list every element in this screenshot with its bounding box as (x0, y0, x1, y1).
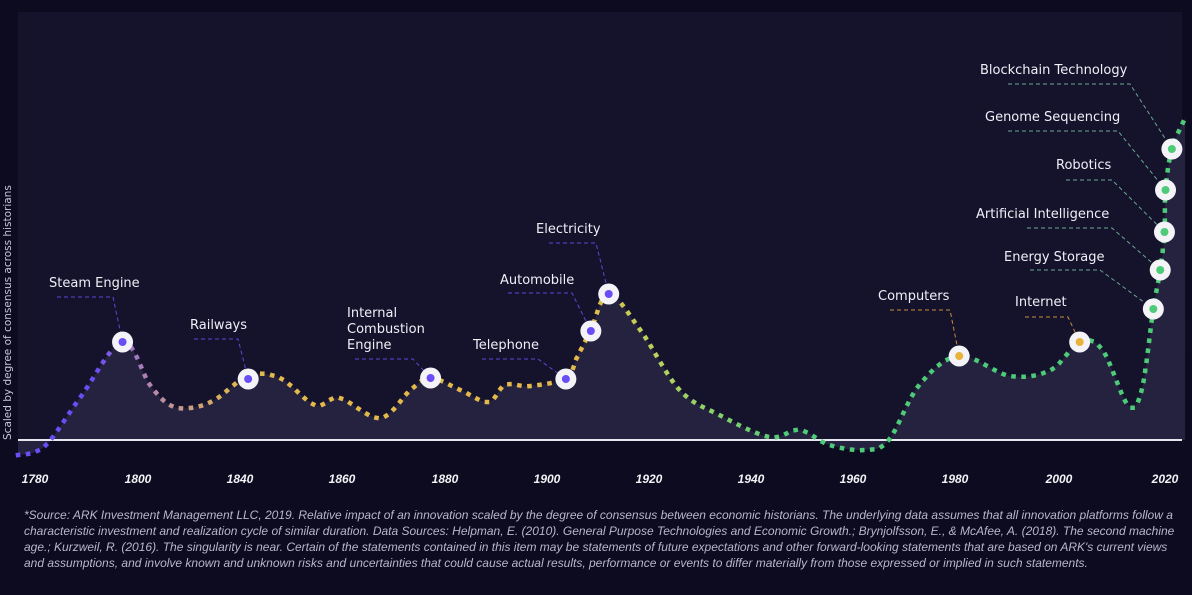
innovation-marker-electricity (598, 283, 620, 305)
x-tick-label: 1920 (636, 472, 663, 486)
innovation-marker-automobile (580, 320, 602, 342)
x-tick-label: 1900 (534, 472, 561, 486)
innovation-marker-genome-sequencing (1155, 179, 1177, 201)
callout-line-internet (1025, 316, 1081, 343)
callout-line-computers (890, 309, 960, 357)
innovation-marker-computers (948, 345, 970, 367)
innovation-marker-energy-storage (1142, 298, 1164, 320)
innovation-label-electricity: Electricity (536, 222, 601, 237)
callout-line-electricity (549, 242, 610, 295)
innovation-marker-robotics (1153, 221, 1175, 243)
innovation-marker-steam-engine (112, 331, 134, 353)
innovation-label-steam-engine: Steam Engine (49, 276, 140, 291)
callout-line-artificial-intelligence (1027, 227, 1161, 271)
innovation-label-telephone: Telephone (472, 338, 539, 353)
innovation-marker-blockchain-technology (1161, 138, 1183, 160)
x-tick-label: 1940 (738, 472, 765, 486)
callout-line-railways (194, 338, 249, 380)
x-tick-label: 2020 (1151, 472, 1179, 486)
innovation-label-artificial-intelligence: Artificial Intelligence (976, 207, 1109, 222)
x-tick-label: 1960 (840, 472, 867, 486)
callout-line-blockchain-technology (1008, 83, 1173, 150)
curve-area-fill (18, 118, 1186, 455)
x-tick-label: 1880 (432, 472, 459, 486)
x-tick-label: 1860 (329, 472, 356, 486)
y-axis-label: Scaled by degree of consensus across his… (2, 185, 14, 440)
callout-line-energy-storage (1030, 269, 1154, 310)
x-tick-label: 1840 (227, 472, 254, 486)
innovation-label-energy-storage: Energy Storage (1004, 250, 1105, 265)
callout-line-genome-sequencing (1008, 130, 1166, 191)
callout-line-robotics (1066, 179, 1165, 233)
innovation-marker-internet (1069, 331, 1091, 353)
innovation-chart: Steam Engine Railways Internal Combustion En… (2, 12, 1189, 486)
innovation-marker-railways (237, 368, 259, 390)
x-tick-label: 2000 (1045, 472, 1073, 486)
innovation-marker-artificial-intelligence (1149, 259, 1171, 281)
callout-line-telephone (482, 358, 567, 380)
callout-line-automobile (508, 292, 592, 332)
callout-line-steam-engine (57, 296, 124, 343)
innovation-label-internet: Internet (1015, 295, 1067, 310)
innovation-label-robotics: Robotics (1056, 158, 1111, 173)
innovation-label-genome-sequencing: Genome Sequencing (985, 110, 1120, 125)
innovation-label-railways: Railways (190, 318, 247, 333)
innovation-marker-telephone (555, 368, 577, 390)
innovation-label-internal-combustion-engine: Internal Combustion Engine (347, 306, 425, 353)
innovation-label-automobile: Automobile (500, 273, 574, 288)
innovation-label-blockchain-technology: Blockchain Technology (980, 63, 1128, 78)
callout-line-internal-combustion-engine (355, 358, 431, 379)
x-tick-label: 1800 (125, 472, 152, 486)
x-tick-label: 1780 (22, 472, 49, 486)
innovation-label-computers: Computers (878, 289, 950, 304)
innovation-marker-internal-combustion-engine (420, 367, 442, 389)
source-footnote: *Source: ARK Investment Management LLC, … (24, 508, 1175, 570)
x-tick-label: 1980 (942, 472, 969, 486)
